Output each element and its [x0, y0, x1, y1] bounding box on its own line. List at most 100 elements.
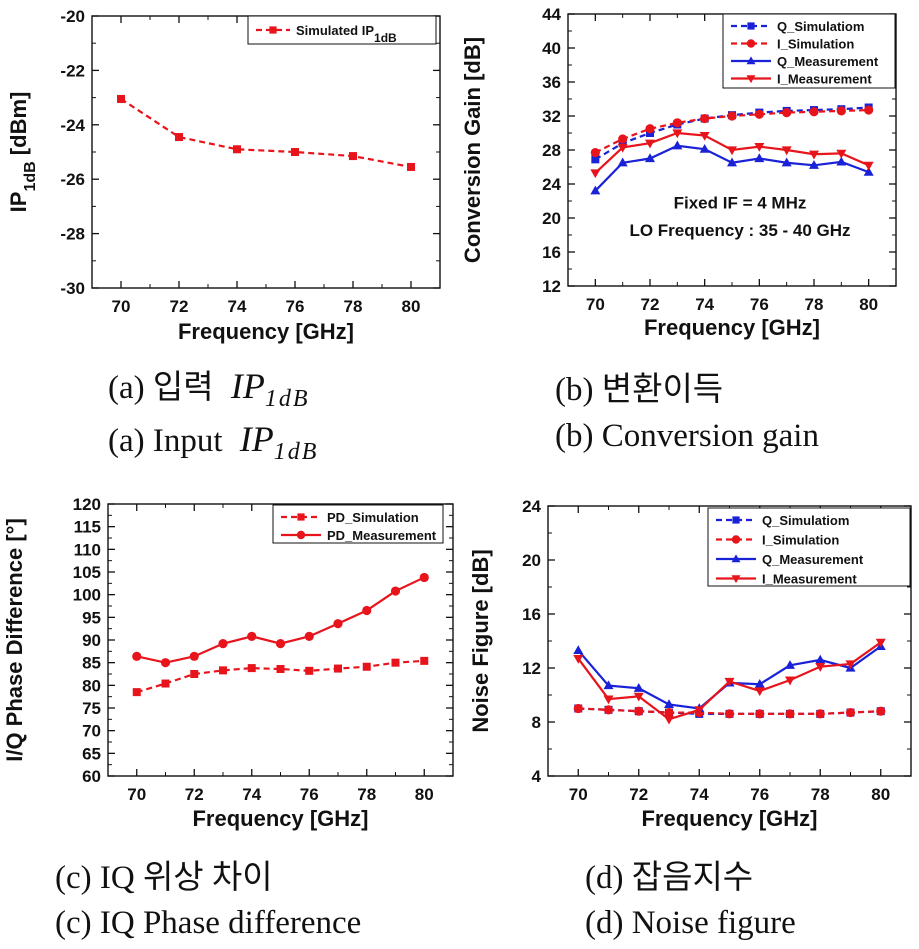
- legend-marker: [731, 535, 741, 544]
- legend-label: Simulated IP1dB: [296, 23, 397, 45]
- data-point-pd-measurement: [247, 631, 257, 641]
- y-tick-label: 12: [542, 277, 561, 296]
- data-point-i-simulation: [845, 707, 856, 718]
- y-tick-label: 40: [542, 39, 561, 58]
- x-tick-label: 78: [805, 295, 824, 314]
- data-point-i-simulation: [815, 709, 825, 719]
- caption-c-english: (c) IQ Phase difference: [55, 905, 362, 941]
- data-point-q-measurement: [699, 143, 710, 153]
- data-point-pd-simulation: [190, 670, 199, 678]
- legend: Q_Simulatiom I_Simulation Q_Measurement I_M…: [722, 13, 896, 89]
- data-point-q-simulatiom: [591, 155, 600, 164]
- data-point-pd-simulation: [362, 662, 371, 671]
- series-group: [573, 638, 886, 725]
- noise-figure-chart: 4 8 12 16 20 24 70 72 74 76 78 80 Frequency [GHz] Noi…: [468, 497, 912, 831]
- series-line-pd-simulation: [136, 659, 425, 694]
- data-point-pd-measurement: [390, 586, 401, 596]
- y-axis-label: Noise Figure [dB]: [468, 549, 493, 732]
- conversion-gain-chart: 12 16 20 24 28 32 36 40 44 70 72 74 76 78 80 Frequency …: [460, 5, 897, 340]
- x-tick-label: 74: [242, 785, 261, 804]
- data-point-i-measurement: [785, 676, 795, 686]
- y-tick-label: -20: [60, 7, 85, 26]
- x-tick-label: 72: [641, 295, 660, 314]
- data-point-i-simulation: [724, 709, 735, 719]
- legend-marker: [731, 554, 741, 563]
- data-point-q-measurement: [672, 140, 683, 150]
- data-point-i-simulation: [754, 109, 764, 119]
- y-axis-label: I/Q Phase Difference [°]: [2, 518, 27, 762]
- x-tick-label: 80: [859, 295, 878, 314]
- legend-marker: [746, 56, 756, 65]
- data-point-i-measurement: [815, 663, 826, 672]
- x-tick-label: 76: [300, 785, 319, 804]
- legend-label-sub: 1dB: [374, 31, 397, 45]
- data-point-i-measurement: [603, 695, 614, 705]
- data-point-i-simulation: [672, 118, 682, 128]
- legend-label: I_Simulation: [762, 533, 839, 548]
- data-point-pd-measurement: [333, 619, 343, 629]
- data-point-pd-simulation: [219, 666, 227, 675]
- data-point-i-simulation: [809, 107, 819, 117]
- y-tick-label: 24: [522, 497, 541, 516]
- x-tick-label: 76: [750, 785, 769, 804]
- data-point-i-measurement: [836, 149, 847, 159]
- data-point-pd-measurement: [362, 605, 372, 616]
- chart-annotation: LO Frequency : 35 - 40 GHz: [629, 221, 850, 240]
- x-tick-label: 74: [228, 297, 247, 316]
- data-point-pd-simulation: [420, 656, 429, 665]
- data-point-q-measurement: [815, 654, 826, 664]
- y-tick-label: 95: [82, 608, 101, 627]
- data-point-i-measurement: [863, 161, 874, 171]
- x-tick-label: 72: [629, 785, 648, 804]
- data-point-i-measurement: [573, 654, 584, 664]
- x-tick-label: 80: [402, 297, 421, 316]
- caption-a-korean: (a) 입력 IP1dB: [108, 360, 310, 413]
- data-point-q-measurement: [863, 166, 874, 176]
- caption-b-korean: (b) 변환이득: [555, 372, 724, 408]
- data-point-q-measurement: [590, 185, 601, 195]
- data-point-i-simulation: [782, 108, 792, 118]
- y-tick-label: 115: [74, 518, 101, 537]
- data-point-i-simulation: [634, 706, 644, 716]
- data-point-pd-simulation: [334, 664, 342, 673]
- y-tick-label: 32: [542, 107, 561, 126]
- data-point-i-measurement: [617, 143, 628, 153]
- data-point-i-measurement: [672, 129, 683, 139]
- x-tick-label: 78: [811, 785, 830, 804]
- legend-marker: [269, 26, 277, 34]
- data-point-q-measurement: [573, 645, 584, 655]
- y-tick-label: 80: [82, 676, 101, 695]
- legend: Q_Simulatiom I_Simulation Q_Measurement I_M…: [707, 507, 911, 587]
- data-point-q-measurement: [836, 156, 847, 166]
- x-tick-label: 70: [586, 295, 605, 314]
- x-tick-label: 76: [286, 297, 305, 316]
- data-point-simulated-ip1db: [349, 152, 357, 161]
- x-tick-label: 78: [357, 785, 376, 804]
- data-point-i-measurement: [699, 131, 710, 141]
- chart-annotation: Fixed IF = 4 MHz: [674, 194, 807, 213]
- data-point-i-measurement: [724, 677, 735, 687]
- caption-a-english: (a) Input IP1dB: [108, 418, 318, 466]
- y-tick-label: -26: [60, 170, 85, 189]
- data-point-pd-simulation: [161, 679, 170, 688]
- y-axis-label-sub: 1dB: [22, 161, 39, 191]
- legend-label-part: Simulated IP: [296, 23, 374, 38]
- series-line-pd-measurement: [136, 576, 425, 664]
- data-point-i-simulation: [727, 111, 737, 121]
- y-tick-label: 16: [522, 605, 541, 624]
- data-point-simulated-ip1db: [175, 133, 183, 142]
- y-tick-label: 105: [73, 563, 101, 582]
- data-point-pd-measurement: [218, 639, 228, 649]
- data-point-i-measurement: [645, 139, 655, 149]
- y-tick-label: 60: [82, 767, 101, 786]
- y-axis-label-unit: [dBm]: [6, 92, 31, 162]
- y-tick-label: 90: [82, 631, 101, 650]
- data-point-q-measurement: [754, 679, 765, 688]
- data-point-i-simulation: [876, 706, 886, 716]
- data-point-q-measurement: [727, 157, 737, 167]
- ip1db-math-symbol-2: IP1dB: [239, 419, 319, 465]
- data-point-pd-measurement: [304, 631, 314, 641]
- legend-marker: [296, 530, 306, 540]
- x-tick-label: 76: [750, 295, 769, 314]
- caption-d-english: (d) Noise figure: [585, 905, 796, 941]
